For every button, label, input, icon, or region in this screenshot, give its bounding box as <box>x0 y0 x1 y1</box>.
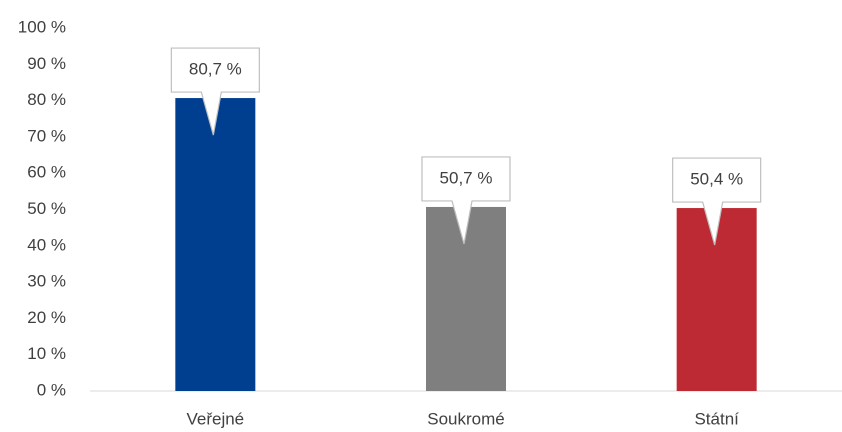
value-label: 50,7 % <box>440 168 493 187</box>
value-label: 80,7 % <box>189 60 242 79</box>
y-tick-label: 40 % <box>27 235 66 254</box>
y-tick-label: 80 % <box>27 90 66 109</box>
callout <box>421 156 511 245</box>
y-tick-label: 0 % <box>37 380 66 399</box>
y-tick-label: 30 % <box>27 272 66 291</box>
y-tick-label: 100 % <box>18 17 66 36</box>
y-tick-label: 20 % <box>27 308 66 327</box>
y-tick-label: 90 % <box>27 54 66 73</box>
callout <box>170 47 260 136</box>
y-tick-label: 50 % <box>27 199 66 218</box>
x-tick-label: Veřejné <box>186 409 244 428</box>
bar <box>426 206 506 391</box>
callout <box>672 157 762 246</box>
bar <box>175 98 256 392</box>
y-tick-label: 60 % <box>27 163 66 182</box>
bar <box>676 208 757 391</box>
y-tick-label: 70 % <box>27 126 66 145</box>
x-tick-label: Soukromé <box>427 409 504 428</box>
y-tick-label: 10 % <box>27 344 66 363</box>
x-tick-label: Státní <box>694 409 739 428</box>
value-label: 50,4 % <box>690 170 743 189</box>
